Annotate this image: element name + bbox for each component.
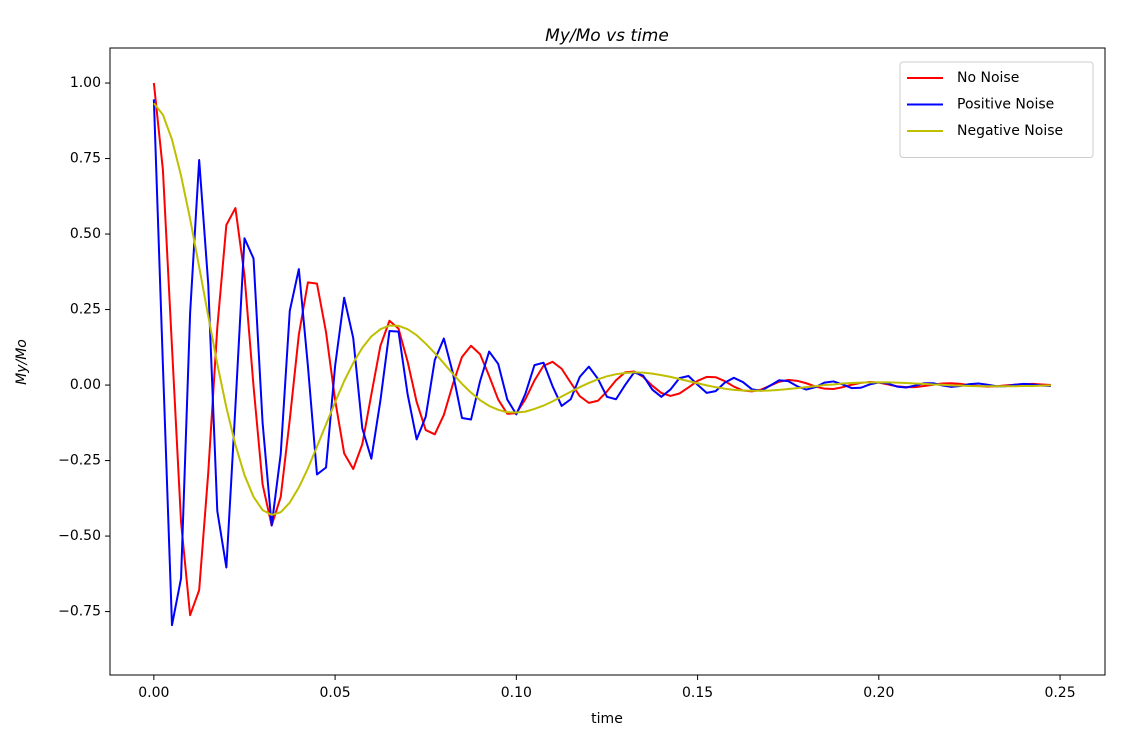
y-tick-label: −0.75 <box>58 604 101 620</box>
legend-label: No Noise <box>957 70 1019 86</box>
y-tick-label: 0.25 <box>70 302 101 318</box>
x-tick-label: 0.20 <box>863 685 894 701</box>
y-tick-label: 0.75 <box>70 151 101 167</box>
y-tick-label: 0.50 <box>70 226 101 242</box>
x-tick-label: 0.00 <box>138 685 169 701</box>
y-tick-label: 0.00 <box>70 377 101 393</box>
data-line <box>153 102 1052 516</box>
chart-title: My/Mo vs time <box>545 26 669 46</box>
x-tick-label: 0.25 <box>1044 685 1075 701</box>
y-tick-label: 1.00 <box>70 75 101 91</box>
legend-box <box>899 61 1094 158</box>
plot-area <box>152 82 1052 627</box>
y-tick-label: −0.25 <box>58 453 101 469</box>
y-tick-label: −0.50 <box>58 528 101 544</box>
x-tick-label: 0.10 <box>501 685 532 701</box>
legend-label: Negative Noise <box>957 123 1063 139</box>
data-line <box>152 99 1052 627</box>
y-axis-label: My/Mo <box>14 339 30 385</box>
data-line <box>152 82 1052 617</box>
x-tick-label: 0.15 <box>682 685 713 701</box>
plot-frame <box>109 47 1106 676</box>
legend-label: Positive Noise <box>957 97 1054 113</box>
x-axis-label: time <box>591 711 623 727</box>
x-tick-label: 0.05 <box>320 685 351 701</box>
